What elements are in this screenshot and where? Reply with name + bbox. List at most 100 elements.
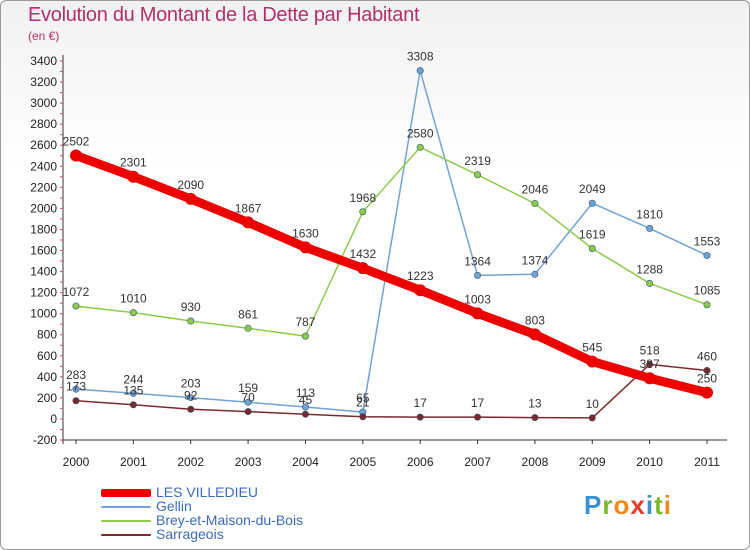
data-point: [129, 389, 137, 397]
data-point: [474, 171, 482, 179]
series-line-0: [71, 151, 712, 398]
series-line-3: [75, 363, 708, 419]
data-label: 250: [697, 372, 717, 386]
data-label: 21: [356, 396, 370, 410]
data-label: 1364: [464, 254, 491, 268]
series-line-1: [75, 69, 708, 413]
data-label: 17: [414, 396, 428, 410]
data-point: [588, 244, 596, 252]
chart-title: Evolution du Montant de la Dette par Hab…: [28, 4, 420, 26]
data-point: [531, 200, 539, 208]
series-line-2: [75, 146, 708, 337]
data-label: 10: [586, 397, 600, 411]
data-label: 1968: [349, 191, 376, 205]
data-label: 1288: [636, 262, 663, 276]
x-tick-label: 2011: [694, 455, 720, 469]
data-point: [643, 372, 656, 385]
logo-letter: i: [645, 490, 655, 520]
data-point: [588, 414, 596, 422]
data-label: 2502: [63, 135, 90, 149]
y-tick-label: 2000: [30, 201, 57, 215]
data-point: [72, 397, 80, 405]
x-tick-label: 2010: [636, 455, 663, 469]
data-point: [244, 324, 252, 332]
data-label: 203: [181, 377, 201, 391]
data-point: [588, 199, 596, 207]
y-tick-label: 1800: [30, 222, 57, 236]
data-point: [646, 224, 654, 232]
data-label: 2090: [177, 178, 204, 192]
data-point: [244, 408, 252, 416]
data-point: [359, 413, 367, 421]
legend-swatch: [101, 489, 151, 497]
data-point: [531, 414, 539, 422]
data-label: 861: [238, 307, 258, 321]
data-label: 2580: [407, 126, 434, 140]
proxiti-logo: Proxiti: [584, 490, 672, 521]
y-tick-label: 1600: [30, 244, 57, 258]
data-point: [127, 170, 140, 183]
data-point: [356, 262, 369, 275]
logo-letter: o: [613, 490, 631, 520]
data-label: 1432: [349, 247, 376, 261]
data-label: 787: [295, 315, 315, 329]
data-point: [416, 67, 424, 75]
y-tick-label: 1000: [30, 307, 57, 321]
data-label: 1374: [522, 253, 549, 267]
logo-letter: P: [584, 490, 603, 520]
x-tick-label: 2000: [63, 455, 90, 469]
data-point: [359, 208, 367, 216]
legend-swatch: [101, 520, 151, 522]
data-label: 113: [296, 386, 315, 400]
data-label: 2301: [120, 156, 147, 170]
data-point: [301, 332, 309, 340]
data-point: [301, 403, 309, 411]
legend-label: Gellin: [156, 498, 192, 514]
y-tick-label: 2400: [30, 159, 57, 173]
x-tick-label: 2009: [579, 455, 606, 469]
data-point: [299, 241, 312, 254]
data-point: [701, 386, 713, 399]
y-tick-label: 2800: [30, 117, 57, 131]
x-tick-label: 2003: [235, 455, 262, 469]
data-label: 2049: [579, 182, 606, 196]
data-point: [416, 413, 424, 421]
x-tick-label: 2006: [407, 455, 434, 469]
data-label: 283: [66, 368, 86, 382]
y-tick-label: 3000: [30, 96, 57, 110]
y-tick-label: 3200: [30, 75, 57, 89]
data-label: 1553: [694, 234, 721, 248]
data-point: [129, 401, 137, 409]
data-label: 803: [525, 313, 545, 327]
legend-label: Brey-et-Maison-du-Bois: [156, 512, 304, 528]
data-point: [72, 302, 80, 310]
logo-letter: r: [602, 490, 614, 520]
data-point: [184, 192, 197, 205]
data-point: [586, 355, 599, 368]
logo-letter: i: [663, 490, 672, 520]
data-label: 1619: [579, 227, 606, 241]
data-label: 70: [241, 391, 255, 405]
data-point: [301, 410, 309, 418]
legend-swatch: [101, 534, 151, 536]
data-point: [646, 279, 654, 287]
legend-label: Sarrageois: [156, 526, 224, 542]
data-point: [703, 301, 711, 309]
data-label: 13: [528, 397, 542, 411]
data-label: 135: [123, 384, 143, 398]
data-point: [703, 367, 711, 375]
data-label: 1223: [407, 269, 434, 283]
data-point: [414, 284, 427, 297]
y-tick-label: 0: [50, 412, 57, 426]
y-tick-label: 2600: [30, 138, 57, 152]
logo-letter: x: [630, 490, 646, 520]
data-point: [471, 307, 484, 320]
y-tick-label: 2200: [30, 180, 57, 194]
y-tick-label: 400: [37, 370, 57, 384]
y-tick-label: 200: [37, 391, 57, 405]
data-point: [129, 309, 137, 317]
data-label: 244: [123, 372, 143, 386]
data-label: 92: [184, 388, 198, 402]
data-label: 17: [471, 396, 485, 410]
